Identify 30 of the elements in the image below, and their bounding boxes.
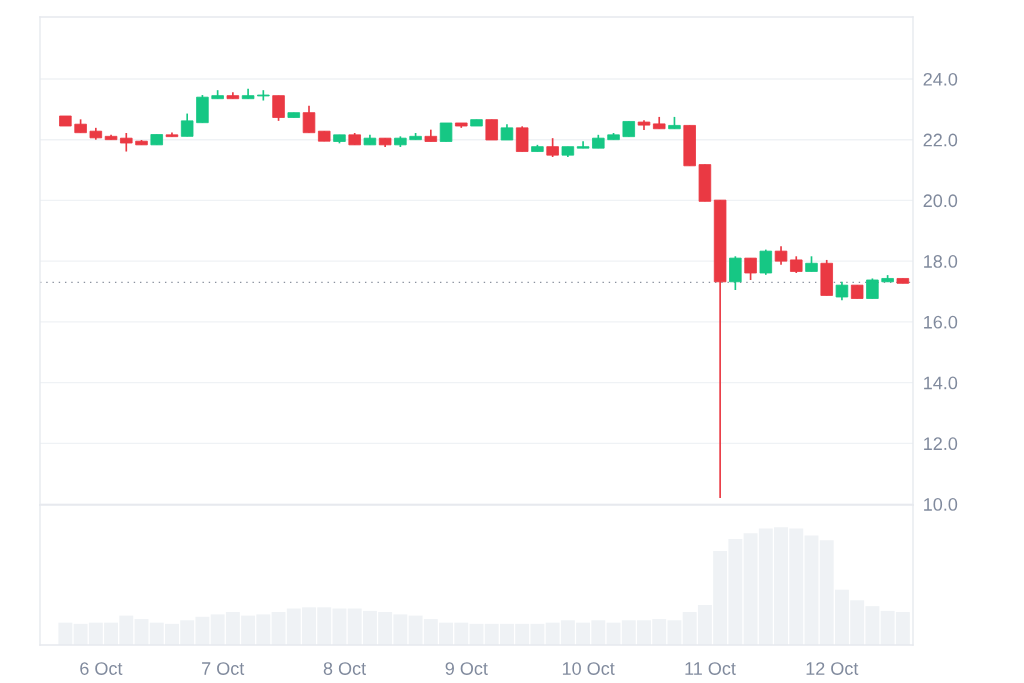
candlestick bbox=[257, 89, 270, 102]
candlestick bbox=[439, 122, 453, 143]
x-tick-label: 9 Oct bbox=[445, 662, 488, 675]
y-tick-label: 24.0 bbox=[923, 72, 958, 86]
candlestick bbox=[774, 245, 788, 266]
candlestick bbox=[866, 277, 879, 300]
y-tick-label: 22.0 bbox=[923, 133, 958, 147]
y-tick-label: 16.0 bbox=[924, 315, 958, 329]
x-tick-label: 10 Oct bbox=[562, 662, 615, 675]
candlestick bbox=[515, 125, 529, 153]
candlestick bbox=[302, 104, 316, 134]
candlestick bbox=[744, 257, 757, 281]
x-tick-label: 12 Oct bbox=[806, 662, 859, 675]
candlestick bbox=[759, 248, 773, 276]
y-tick-label: 14.0 bbox=[924, 376, 958, 390]
candlestick bbox=[835, 280, 849, 302]
y-tick-label: 20.0 bbox=[923, 194, 958, 208]
x-tick-label: 6 Oct bbox=[80, 662, 123, 675]
x-tick-label: 11 Oct bbox=[685, 662, 736, 675]
y-tick-label: 12.0 bbox=[924, 437, 958, 451]
candlestick bbox=[485, 118, 498, 141]
y-tick-label: 10.0 bbox=[924, 498, 958, 511]
candlestick bbox=[272, 94, 285, 122]
x-tick-label: 7 Oct bbox=[202, 662, 245, 675]
y-tick-label: 18.0 bbox=[924, 255, 958, 268]
x-tick-label: 8 Oct bbox=[323, 662, 366, 675]
candlestick bbox=[546, 137, 559, 158]
candlestick bbox=[729, 255, 742, 291]
candlestick bbox=[180, 112, 194, 138]
candlestick bbox=[120, 132, 133, 153]
